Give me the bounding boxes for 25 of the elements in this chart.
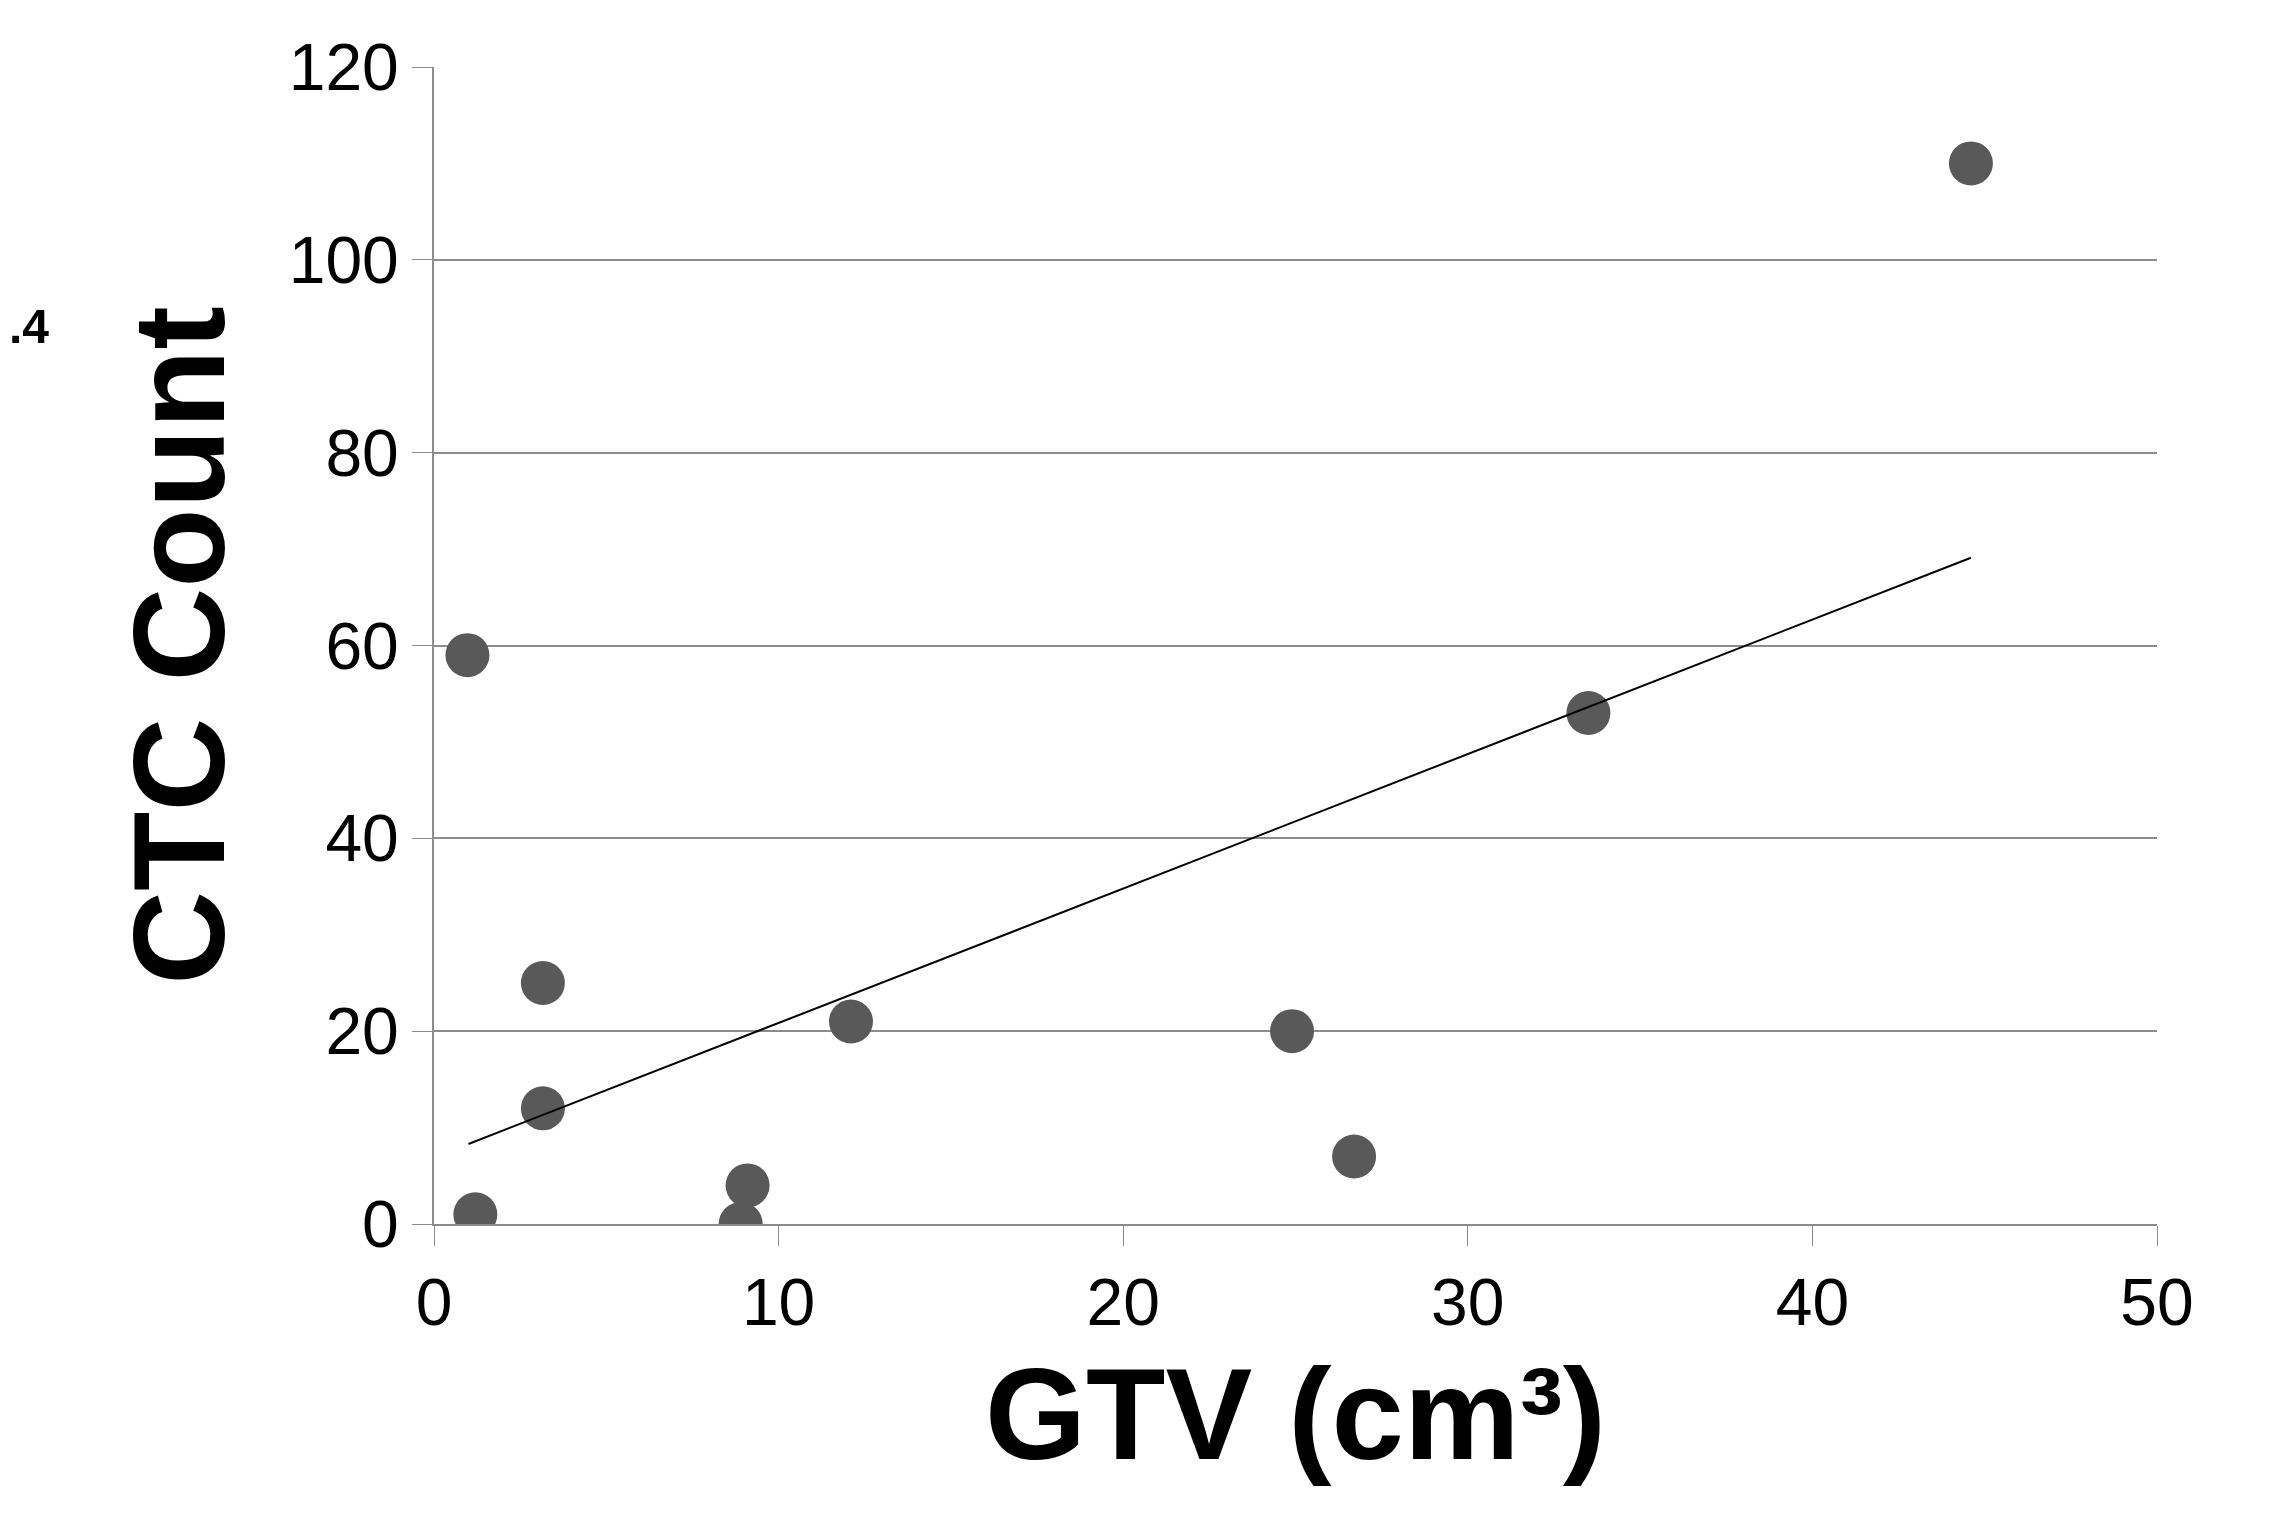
point [520,960,565,1005]
x-tick-label: 20 [1086,1265,1160,1340]
y-tick-label: 60 [325,608,399,683]
point [1566,690,1611,735]
x-tick-label: 0 [415,1265,453,1340]
point [445,633,490,678]
text: .4 [9,300,50,353]
point [725,1163,770,1208]
point [828,999,873,1044]
x-tick-label: 40 [1775,1265,1850,1340]
x-tick-label: 10 [741,1265,816,1340]
x-axis-title: GTV (cm³) [984,1341,1607,1488]
x-tick-label: 30 [1431,1265,1505,1340]
y-tick-label: 120 [288,30,399,105]
y-tick-label: 80 [325,415,399,490]
y-tick-label: 40 [325,801,399,876]
point [1948,141,1993,186]
point [1332,1134,1377,1179]
y-axis-title: CTC Count [106,306,253,985]
point [1270,1009,1315,1054]
x-tick-label: 50 [2120,1265,2194,1340]
y-tick-label: 0 [362,1187,399,1262]
y-tick-label: 100 [288,222,399,297]
point [520,1086,565,1131]
y-tick-label: 20 [325,994,399,1069]
